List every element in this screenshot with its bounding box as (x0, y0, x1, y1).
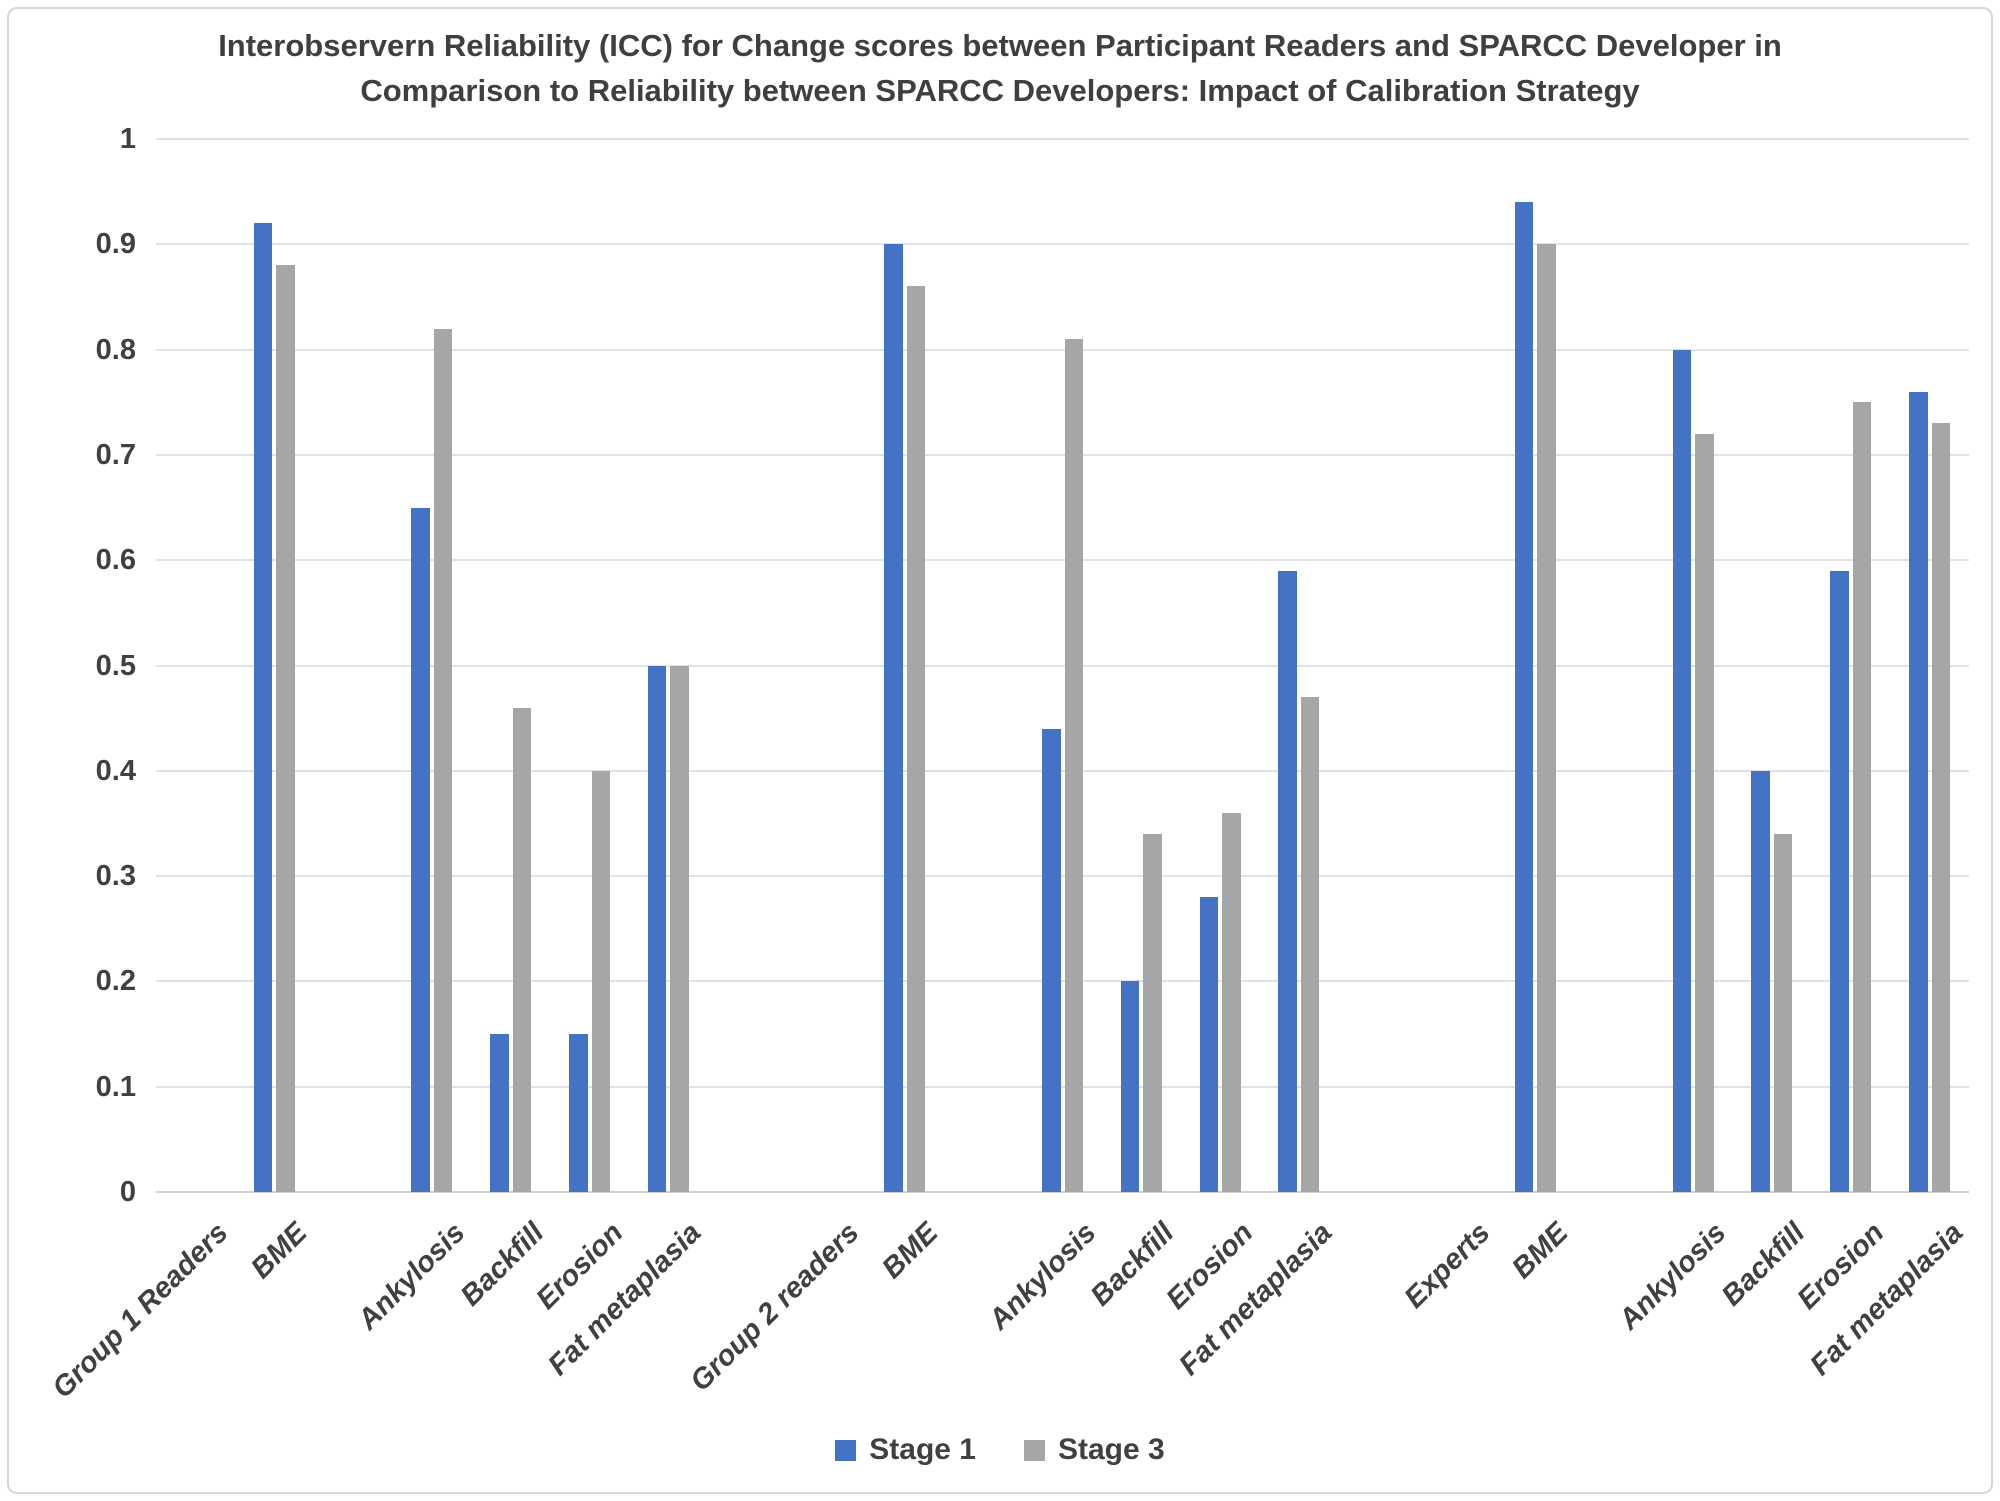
stage1-bar (1751, 770, 1770, 1192)
stage1-bar (411, 507, 430, 1192)
stage3-bar (591, 770, 611, 1192)
y-axis-tick-label: 0.2 (95, 965, 136, 998)
stage3-bar (670, 665, 689, 1192)
stage1-bar (647, 665, 667, 1192)
y-axis-tick-label: 0.9 (95, 228, 136, 261)
y-axis-tick-label: 0.4 (95, 754, 136, 787)
y-axis-tick-label: 0.6 (95, 544, 136, 577)
stage3-bar (1537, 244, 1556, 1192)
legend-label-stage3: Stage 3 (1058, 1433, 1165, 1466)
y-axis-tick-label: 0 (119, 1176, 136, 1208)
legend-item-stage1: Stage 1 (835, 1433, 976, 1467)
gridline (156, 559, 1969, 562)
stage3-bar (276, 265, 295, 1192)
gridline (156, 664, 1969, 667)
gridline (156, 243, 1969, 246)
y-axis-tick-label: 0.3 (95, 860, 136, 893)
gridline (156, 453, 1969, 456)
gridline (156, 875, 1969, 878)
stage3-bar (1695, 433, 1714, 1192)
y-axis-tick-label: 0.7 (95, 438, 136, 471)
stage3-bar (512, 707, 532, 1192)
y-axis-tick-label: 1 (119, 123, 136, 155)
stage3-bar (1852, 402, 1872, 1192)
legend-label-stage1: Stage 1 (869, 1433, 976, 1466)
gridline (156, 1085, 1969, 1088)
y-axis-tick-label: 0.8 (95, 333, 136, 366)
stage1-bar (253, 223, 273, 1192)
chart-title-line-1: Interobservern Reliability (ICC) for Cha… (218, 28, 1782, 63)
gridline (156, 138, 1969, 140)
stage1-bar (1042, 728, 1061, 1192)
stage3-bar (1064, 339, 1083, 1192)
legend-item-stage3: Stage 3 (1024, 1433, 1165, 1467)
legend: Stage 1 Stage 3 (9, 1433, 1991, 1467)
plot-area: 1 0.9 0.8 0.7 0.6 0.5 0.4 0.3 0.2 0.1 0 Group 1 Rea… (9, 9, 1991, 1492)
stage1-bar (490, 1034, 509, 1192)
chart-title-line-2: Comparison to Reliability between SPARCC… (360, 73, 1640, 108)
y-axis-tick-label: 0.5 (95, 649, 136, 682)
stage3-swatch-icon (1024, 1439, 1045, 1461)
chart-canvas: Interobservern Reliability (ICC) for Cha… (7, 7, 1993, 1494)
stage1-bar (1909, 391, 1928, 1192)
stage3-bar (433, 328, 453, 1192)
stage3-bar (1143, 833, 1162, 1192)
stage1-bar (569, 1034, 588, 1192)
y-axis-tick-label: 0.1 (95, 1070, 136, 1103)
stage1-bar (1278, 570, 1297, 1192)
stage3-bar (1300, 697, 1320, 1192)
gridline (156, 980, 1969, 983)
chart-title: Interobservern Reliability (ICC) for Cha… (9, 23, 1991, 113)
gridline (156, 348, 1969, 351)
stage1-swatch-icon (835, 1439, 857, 1461)
stage3-bar (1222, 812, 1241, 1192)
gridline (156, 769, 1969, 772)
stage3-bar (1773, 833, 1793, 1192)
stage1-bar (1830, 570, 1849, 1192)
stage3-bar (906, 286, 926, 1192)
stage1-bar (1120, 981, 1140, 1192)
x-axis-line (156, 1191, 1969, 1193)
stage1-bar (1514, 202, 1534, 1192)
stage1-bar (1672, 349, 1692, 1192)
stage3-bar (1931, 423, 1951, 1192)
stage1-bar (884, 244, 903, 1192)
stage1-bar (1199, 897, 1219, 1192)
